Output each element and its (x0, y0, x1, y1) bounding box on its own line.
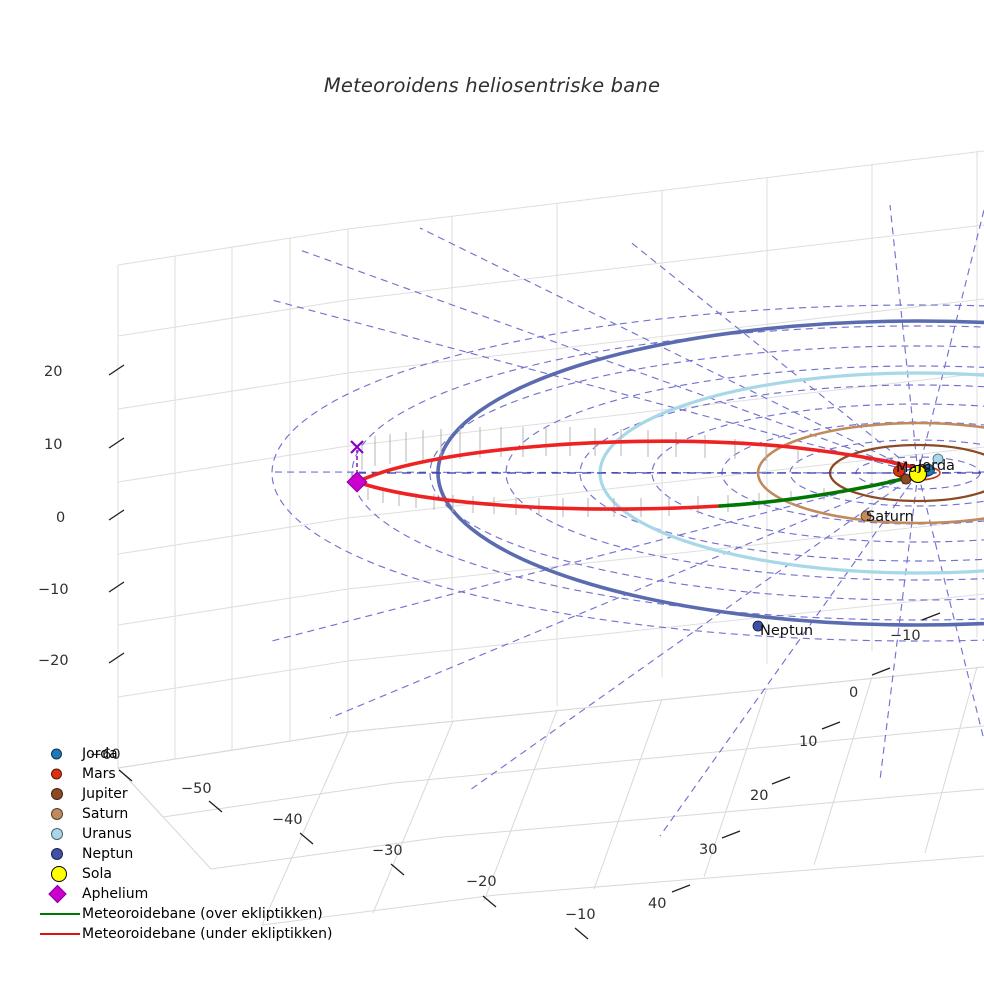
meteoroid-orbit-under (355, 439, 932, 484)
legend-item-aphelium[interactable]: Aphelium (38, 884, 324, 904)
pane-back-grid (347, 150, 984, 733)
legend-item-meteoroidebane-over-ekliptikken[interactable]: Meteoroidebane (over ekliptikken) (38, 904, 324, 924)
uranus-marker (932, 453, 944, 465)
y-tick-3: 20 (750, 788, 769, 804)
legend-item-jupiter[interactable]: Jupiter (38, 784, 324, 804)
line-swatch (38, 904, 82, 924)
x-tick-3: −30 (372, 843, 403, 859)
dot-swatch (51, 748, 62, 760)
legend-item-neptun[interactable]: Neptun (38, 844, 324, 864)
orbit-stem-lines (361, 427, 825, 517)
circle-marker (38, 824, 82, 844)
z-tick-1: 10 (44, 437, 63, 453)
x-tick-1: −50 (181, 781, 212, 797)
z-tick-0: 20 (44, 364, 63, 380)
legend-label: Jorda (82, 746, 118, 762)
aphelium-diamond-marker (346, 471, 368, 493)
pane-floor-grid (117, 666, 984, 926)
z-tick-4: −20 (38, 653, 69, 669)
legend-item-saturn[interactable]: Saturn (38, 804, 324, 824)
z-tick-2: 0 (56, 510, 66, 526)
legend-item-uranus[interactable]: Uranus (38, 824, 324, 844)
mars-marker (893, 465, 905, 477)
line-swatch-bar (40, 913, 80, 915)
dot-swatch (51, 848, 63, 860)
legend-item-meteoroidebane-under-ekliptikken[interactable]: Meteoroidebane (under ekliptikken) (38, 924, 333, 944)
x-tick-5: −10 (565, 907, 596, 923)
saturn-label: Saturn (866, 509, 914, 525)
legend-label: Neptun (82, 846, 134, 862)
dot-swatch (51, 768, 62, 780)
circle-marker (38, 844, 82, 864)
legend-label: Mars (82, 766, 116, 782)
body-markers (752, 453, 944, 632)
aphelium-group (346, 440, 368, 493)
circle-marker (38, 804, 82, 824)
y-tick-5: 40 (648, 896, 667, 912)
legend[interactable]: Jorda Mars Jupiter Saturn Uranus Neptun Sola Ap… (38, 744, 333, 944)
neptun-label: Neptun (760, 623, 814, 639)
page-title: Meteoroidens heliosentriske bane (323, 74, 661, 97)
line-swatch-bar (40, 933, 80, 935)
mars-label: Mars (896, 460, 931, 476)
x-tick-0: −60 (90, 747, 121, 763)
diamond-marker (38, 884, 82, 904)
legend-label: Uranus (82, 826, 132, 842)
y-tick-0: −10 (890, 628, 921, 644)
jorda-label: Jorda (918, 458, 955, 474)
sola-marker (908, 464, 928, 484)
legend-label: Saturn (82, 806, 129, 822)
axis-ticks (108, 364, 941, 940)
circle-marker (38, 764, 82, 784)
legend-label: Meteoroidebane (over ekliptikken) (82, 906, 323, 922)
y-tick-4: 30 (699, 842, 718, 858)
x-tick-4: −20 (466, 874, 497, 890)
z-tick-3: −10 (38, 582, 69, 598)
circle-marker (38, 744, 82, 764)
circle-marker (38, 784, 82, 804)
neptun-marker (752, 620, 764, 632)
circle-marker (38, 864, 82, 884)
orbit-saturn (756, 421, 984, 525)
dot-swatch (51, 866, 67, 882)
aphelium-cross-icon (350, 440, 364, 454)
legend-label: Meteoroidebane (under ekliptikken) (82, 926, 333, 942)
legend-label: Aphelium (82, 886, 149, 902)
dot-swatch (51, 788, 63, 800)
y-tick-1: 0 (849, 685, 859, 701)
line-swatch (38, 924, 82, 944)
legend-item-jorda[interactable]: Jorda (38, 744, 324, 764)
dot-swatch (51, 808, 63, 820)
x-tick-2: −40 (272, 812, 303, 828)
dot-swatch (51, 828, 63, 840)
legend-label: Jupiter (82, 786, 128, 802)
y-tick-2: 10 (799, 734, 818, 750)
legend-item-mars[interactable]: Mars (38, 764, 324, 784)
saturn-marker (860, 510, 872, 522)
legend-item-sola[interactable]: Sola (38, 864, 324, 884)
legend-label: Sola (82, 866, 112, 882)
diamond-swatch (48, 884, 67, 904)
pane-left-grid (117, 228, 349, 769)
meteoroid-orbit-under-lower (355, 480, 722, 511)
